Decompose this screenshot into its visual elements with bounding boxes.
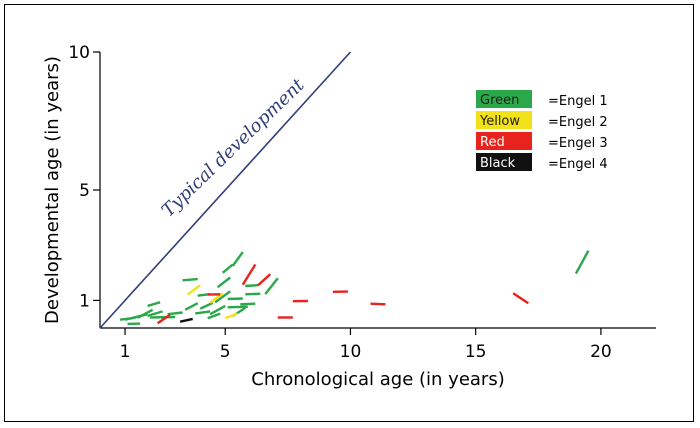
data-segment [209,304,226,316]
x-tick-label: 5 [220,342,231,362]
x-tick-label: 20 [590,342,612,362]
data-segment [574,250,590,275]
typical-development-label: Typical development [158,74,309,221]
data-segment [264,277,279,295]
series-engel-2 [186,284,239,320]
data-segment [245,292,261,296]
data-segment [227,305,248,309]
series-engel-1 [119,250,590,326]
x-tick-label: 10 [340,342,362,362]
y-tick-label: 5 [79,181,90,201]
data-segment [241,263,257,286]
x-axis-title: Chronological age (in years) [251,369,504,390]
legend-swatch-label: Green [480,93,519,108]
legend-swatch-engel-4 [476,153,532,171]
data-segment [231,251,244,267]
data-segment [167,311,183,316]
data-segment [512,292,529,305]
data-segment [156,313,171,325]
data-segment [370,302,386,306]
data-segment [147,301,161,308]
data-segment [147,310,163,318]
legend-description: =Engel 4 [548,157,608,172]
data-segment [137,308,154,319]
series-engel-3 [156,263,529,325]
legend-description: =Engel 3 [548,136,608,151]
x-tick-label: 1 [120,342,131,362]
data-segment [240,302,256,306]
data-segment [199,301,214,310]
y-tick-label: 1 [79,291,90,311]
data-segment [214,290,231,304]
data-segment [186,284,201,296]
data-segment [209,292,224,304]
data-segment [179,317,193,323]
data-segment [150,315,176,319]
data-segment [195,310,211,315]
data-segment [256,273,272,287]
legend-swatch-engel-1 [476,90,532,108]
typical-development-line [99,51,352,329]
legend-swatch-label: Yellow [479,114,520,129]
y-tick-label: 10 [68,43,90,63]
data-segment [184,302,199,311]
data-segment [182,277,198,282]
legend-description: =Engel 2 [548,115,608,130]
legend-description: =Engel 1 [548,94,608,109]
data-segment [227,297,243,301]
x-tick-label: 15 [465,342,487,362]
legend-swatch-label: Black [480,156,516,171]
data-segment [216,276,231,289]
legend-swatch-engel-3 [476,132,532,150]
legend: Green =Engel 1 Yellow =Engel 2 Red =Engel 3 Bl… [476,90,608,172]
legend-swatch-engel-2 [476,111,532,129]
data-segment [221,263,234,274]
data-segment [207,312,221,320]
legend-swatch-label: Red [480,135,505,150]
data-segment [245,284,258,288]
series-engel-4 [179,317,193,323]
data-segment [224,312,239,320]
y-axis-title: Developmental age (in years) [42,56,63,324]
figure-frame [4,4,694,422]
